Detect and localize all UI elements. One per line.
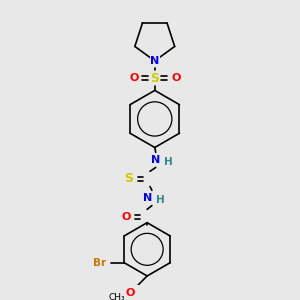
Text: N: N (150, 56, 159, 66)
Text: CH₃: CH₃ (108, 293, 125, 300)
Text: O: O (125, 288, 135, 298)
Text: N: N (143, 193, 153, 203)
Text: H: H (164, 157, 172, 167)
Text: N: N (151, 155, 160, 165)
Text: Br: Br (93, 258, 106, 268)
Text: O: O (171, 73, 180, 83)
Text: S: S (124, 172, 134, 185)
Text: O: O (129, 73, 139, 83)
Text: S: S (150, 71, 159, 85)
Text: H: H (156, 195, 165, 205)
Text: O: O (122, 212, 131, 222)
